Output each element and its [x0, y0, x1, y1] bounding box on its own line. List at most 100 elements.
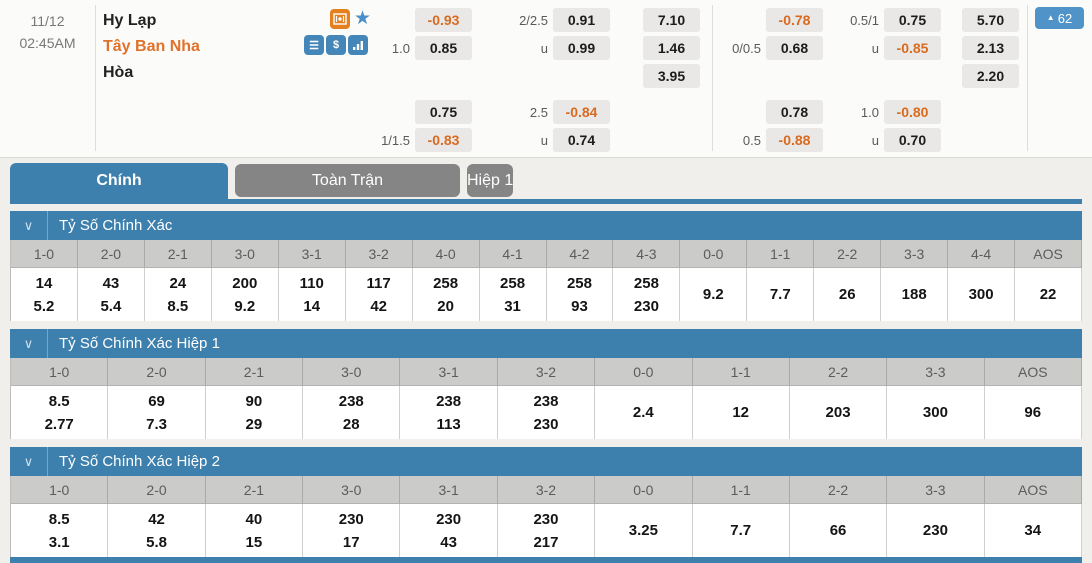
odds-top: 12: [732, 404, 750, 421]
score-label: 3-2: [497, 476, 596, 504]
stats-icon[interactable]: [348, 35, 368, 55]
score-odds-cell[interactable]: 110 14: [278, 268, 346, 321]
score-column: AOS 34: [984, 476, 1082, 557]
score-odds-cell[interactable]: 43 5.4: [77, 268, 145, 321]
odds-value[interactable]: 0.74: [553, 128, 610, 152]
section-header-correct-score-h1[interactable]: ∨ Tỷ Số Chính Xác Hiệp 1: [10, 329, 1082, 358]
odds-value[interactable]: 0.75: [415, 100, 472, 124]
odds-top: 7.7: [730, 522, 752, 539]
odds-value[interactable]: 0.75: [884, 8, 941, 32]
score-odds-cell[interactable]: 90 29: [205, 386, 304, 439]
more-markets-button[interactable]: ▲ 62: [1035, 7, 1084, 29]
score-odds-cell[interactable]: 230: [887, 504, 985, 557]
score-column: 3-2 238 230: [497, 358, 596, 439]
score-odds-cell[interactable]: 24 8.5: [144, 268, 212, 321]
odds-value[interactable]: 0.78: [766, 100, 823, 124]
score-label: 3-1: [400, 358, 498, 386]
odds-value[interactable]: -0.84: [553, 100, 610, 124]
odds-value[interactable]: 0.99: [553, 36, 610, 60]
score-odds-cell[interactable]: 238 28: [303, 386, 401, 439]
odds-top: 117: [366, 274, 391, 292]
up-arrow-icon: ▲: [1046, 13, 1055, 22]
lineup-icon[interactable]: ☰: [304, 35, 324, 55]
score-odds-cell[interactable]: 22: [1015, 268, 1082, 321]
score-odds-cell[interactable]: 300: [948, 268, 1016, 321]
odds-bottom: 9.2: [234, 297, 256, 315]
score-label: 4-0: [412, 240, 480, 268]
score-odds-cell[interactable]: 66: [789, 504, 888, 557]
score-odds-cell[interactable]: 3.25: [595, 504, 693, 557]
odds-value[interactable]: 7.10: [643, 8, 700, 32]
score-column: 2-1 90 29: [205, 358, 304, 439]
odds-top: 90: [245, 392, 263, 410]
score-odds-cell[interactable]: 230 217: [497, 504, 596, 557]
odds-value[interactable]: -0.80: [884, 100, 941, 124]
score-column: 4-3 258 230: [613, 240, 681, 321]
score-label: AOS: [984, 358, 1082, 386]
score-column: 4-1 258 31: [479, 240, 547, 321]
score-label: 2-2: [789, 358, 888, 386]
score-odds-cell[interactable]: 8.5 2.77: [11, 386, 109, 439]
score-odds-cell[interactable]: 12: [692, 386, 790, 439]
score-label: 1-1: [692, 476, 790, 504]
score-odds-cell[interactable]: 34: [984, 504, 1082, 557]
tab[interactable]: Hiệp 1: [467, 164, 514, 197]
score-odds-cell[interactable]: 258 20: [412, 268, 480, 321]
score-odds-cell[interactable]: 258 93: [546, 268, 614, 321]
score-odds-cell[interactable]: 300: [887, 386, 985, 439]
score-column: 0-0 9.2: [680, 240, 748, 321]
pitch-icon[interactable]: [330, 9, 350, 29]
score-odds-cell[interactable]: 230 17: [303, 504, 401, 557]
score-column: 2-0 42 5.8: [108, 476, 206, 557]
odds-value[interactable]: -0.85: [884, 36, 941, 60]
score-odds-cell[interactable]: 96: [984, 386, 1082, 439]
odds-value[interactable]: 0.70: [884, 128, 941, 152]
odds-value[interactable]: 0.68: [766, 36, 823, 60]
odds-value[interactable]: -0.88: [766, 128, 823, 152]
score-odds-cell[interactable]: 230 43: [400, 504, 498, 557]
odds-value[interactable]: 2.20: [962, 64, 1019, 88]
odds-top: 300: [968, 286, 994, 303]
odds-value[interactable]: 5.70: [962, 8, 1019, 32]
score-odds-cell[interactable]: 258 230: [613, 268, 681, 321]
score-odds-cell[interactable]: 188: [881, 268, 949, 321]
odds-top: 9.2: [702, 286, 724, 303]
tab[interactable]: Chính: [10, 163, 228, 199]
section-header-correct-score-h2[interactable]: ∨ Tỷ Số Chính Xác Hiệp 2: [10, 447, 1082, 476]
handicap-label: 1.0: [860, 104, 879, 120]
score-odds-cell[interactable]: 238 230: [497, 386, 596, 439]
score-odds-cell[interactable]: 8.5 3.1: [11, 504, 109, 557]
score-odds-cell[interactable]: 7.7: [747, 268, 815, 321]
odds-value[interactable]: -0.78: [766, 8, 823, 32]
handicap-label: 0.5: [742, 132, 761, 148]
handicap-label: 1.0: [391, 40, 410, 56]
odds-value[interactable]: -0.93: [415, 8, 472, 32]
tab[interactable]: Toàn Trận: [235, 164, 460, 197]
score-odds-cell[interactable]: 203: [789, 386, 888, 439]
handicap-label: u: [540, 40, 548, 56]
favorite-star-icon[interactable]: ★: [354, 8, 372, 29]
odds-value[interactable]: 1.46: [643, 36, 700, 60]
score-odds-cell[interactable]: 69 7.3: [108, 386, 206, 439]
score-column: 3-0 200 9.2: [211, 240, 279, 321]
score-odds-cell[interactable]: 42 5.8: [108, 504, 206, 557]
score-odds-cell[interactable]: 238 113: [400, 386, 498, 439]
section-header-correct-score[interactable]: ∨ Tỷ Số Chính Xác: [10, 211, 1082, 240]
score-odds-cell[interactable]: 117 42: [345, 268, 413, 321]
score-odds-cell[interactable]: 14 5.2: [11, 268, 78, 321]
score-odds-cell[interactable]: 258 31: [479, 268, 547, 321]
odds-value[interactable]: 3.95: [643, 64, 700, 88]
score-odds-cell[interactable]: 7.7: [692, 504, 790, 557]
score-odds-cell[interactable]: 9.2: [680, 268, 748, 321]
odds-value[interactable]: 0.85: [415, 36, 472, 60]
odds-value[interactable]: 0.91: [553, 8, 610, 32]
score-odds-cell[interactable]: 40 15: [205, 504, 304, 557]
odds-value[interactable]: -0.83: [415, 128, 472, 152]
score-odds-cell[interactable]: 2.4: [595, 386, 693, 439]
divider: [95, 5, 96, 151]
score-odds-cell[interactable]: 26: [814, 268, 882, 321]
score-odds-cell[interactable]: 200 9.2: [211, 268, 279, 321]
odds-value[interactable]: 2.13: [962, 36, 1019, 60]
score-label: 4-2: [546, 240, 614, 268]
money-icon[interactable]: $: [326, 35, 346, 55]
